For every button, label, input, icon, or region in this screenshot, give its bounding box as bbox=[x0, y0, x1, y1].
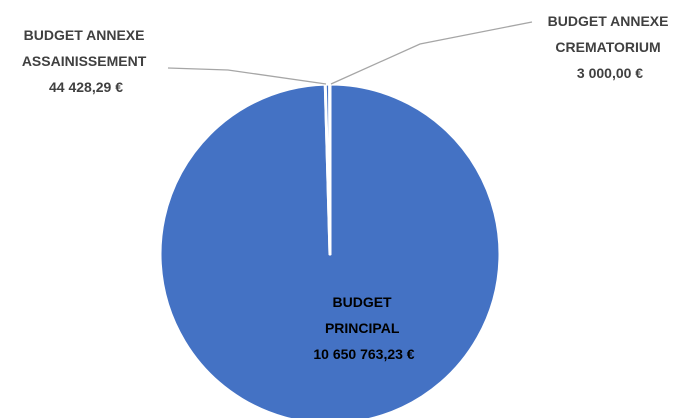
slice-principal bbox=[158, 82, 502, 418]
label-principal-line2: PRINCIPAL bbox=[325, 320, 400, 336]
label-crematorium-line1: BUDGET ANNEXE bbox=[548, 13, 669, 29]
data-labels: BUDGET PRINCIPAL 10 650 763,23 € BUDGET … bbox=[22, 13, 673, 362]
label-crematorium: BUDGET ANNEXE CREMATORIUM 3 000,00 € bbox=[548, 13, 673, 81]
label-assainissement: BUDGET ANNEXE ASSAINISSEMENT 44 428,29 € bbox=[22, 27, 150, 95]
leader-lines bbox=[167, 21, 533, 85]
label-principal-value: 10 650 763,23 € bbox=[313, 346, 414, 362]
label-assainissement-line1: BUDGET ANNEXE bbox=[24, 27, 145, 43]
label-crematorium-value: 3 000,00 € bbox=[577, 65, 643, 81]
pie-slices bbox=[158, 82, 502, 418]
leader-line-assainissement bbox=[167, 67, 327, 85]
label-crematorium-line2: CREMATORIUM bbox=[555, 39, 660, 55]
label-principal-line1: BUDGET bbox=[332, 294, 392, 310]
label-assainissement-line2: ASSAINISSEMENT bbox=[22, 53, 147, 69]
leader-line-crematorium bbox=[330, 21, 533, 85]
label-principal: BUDGET PRINCIPAL 10 650 763,23 € bbox=[313, 294, 414, 362]
label-assainissement-value: 44 428,29 € bbox=[49, 79, 123, 95]
